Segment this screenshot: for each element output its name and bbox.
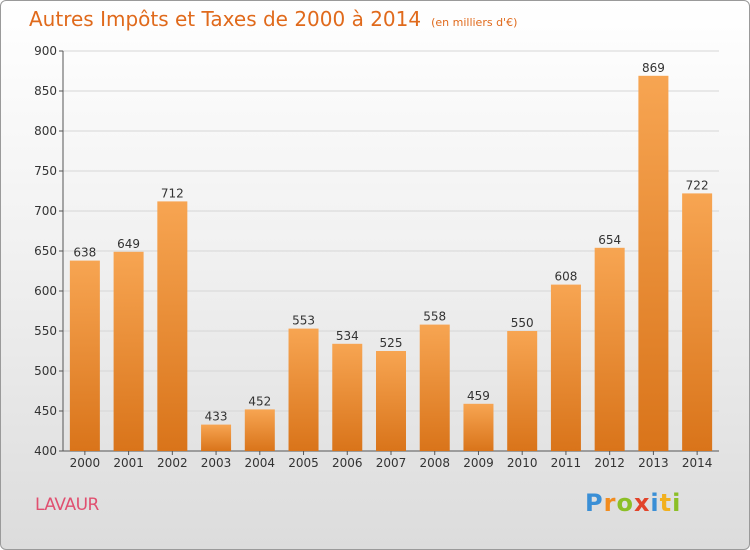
y-tick-label: 650 [34, 244, 57, 258]
y-tick-label: 800 [34, 124, 57, 138]
data-label: 649 [117, 237, 140, 251]
x-tick-label: 2002 [157, 456, 188, 470]
proxiti-logo: Proxiti [585, 489, 681, 517]
bar [550, 284, 581, 451]
data-label: 433 [205, 410, 228, 424]
x-tick-label: 2006 [332, 456, 363, 470]
y-tick-label: 750 [34, 164, 57, 178]
logo-letter: i [650, 489, 660, 517]
data-label: 638 [73, 246, 96, 260]
chart-title: Autres Impôts et Taxes de 2000 à 2014 [29, 7, 422, 31]
data-label: 654 [598, 233, 621, 247]
title-row: Autres Impôts et Taxes de 2000 à 2014 (e… [29, 7, 517, 31]
y-tick-label: 450 [34, 404, 57, 418]
data-label: 452 [248, 394, 271, 408]
y-tick-label: 700 [34, 204, 57, 218]
place-name: LAVAUR [35, 495, 99, 515]
y-tick-label: 500 [34, 364, 57, 378]
bar [69, 260, 100, 451]
x-tick-label: 2000 [70, 456, 101, 470]
bar [332, 343, 363, 451]
bar [113, 251, 144, 451]
x-tick-label: 2010 [507, 456, 538, 470]
y-tick-label: 550 [34, 324, 57, 338]
logo-letter: P [585, 489, 604, 517]
logo-letter: i [672, 489, 682, 517]
bar [594, 247, 625, 451]
chart-unit: (en milliers d'€) [431, 16, 518, 29]
data-label: 550 [511, 316, 534, 330]
bar [157, 201, 188, 451]
x-tick-label: 2012 [594, 456, 625, 470]
bar [244, 409, 275, 451]
y-tick-label: 600 [34, 284, 57, 298]
bar [201, 424, 232, 451]
y-tick-label: 900 [34, 44, 57, 58]
logo-letter: o [616, 489, 634, 517]
x-tick-label: 2011 [551, 456, 582, 470]
data-label: 459 [467, 389, 490, 403]
bar [419, 324, 450, 451]
data-label: 534 [336, 329, 359, 343]
bar [507, 331, 538, 451]
bar [682, 193, 713, 451]
x-tick-label: 2003 [201, 456, 232, 470]
data-label: 712 [161, 186, 184, 200]
x-tick-label: 2014 [682, 456, 713, 470]
data-label: 525 [380, 336, 403, 350]
logo-letter: t [659, 489, 673, 517]
x-tick-label: 2001 [113, 456, 144, 470]
data-label: 553 [292, 314, 315, 328]
data-label: 722 [686, 178, 709, 192]
data-label: 869 [642, 61, 665, 75]
x-tick-label: 2005 [288, 456, 319, 470]
bar [638, 75, 669, 452]
x-tick-label: 2013 [638, 456, 669, 470]
x-tick-label: 2008 [419, 456, 450, 470]
y-tick-label: 400 [34, 444, 57, 458]
data-label: 558 [423, 310, 446, 324]
bar [288, 328, 319, 451]
x-tick-label: 2004 [245, 456, 276, 470]
x-tick-label: 2009 [463, 456, 494, 470]
data-label: 608 [554, 270, 577, 284]
x-tick-label: 2007 [376, 456, 407, 470]
logo-letter: x [633, 489, 651, 517]
logo-letter: r [603, 489, 617, 517]
bar [463, 403, 494, 451]
y-tick-label: 850 [34, 84, 57, 98]
bar [376, 351, 406, 451]
